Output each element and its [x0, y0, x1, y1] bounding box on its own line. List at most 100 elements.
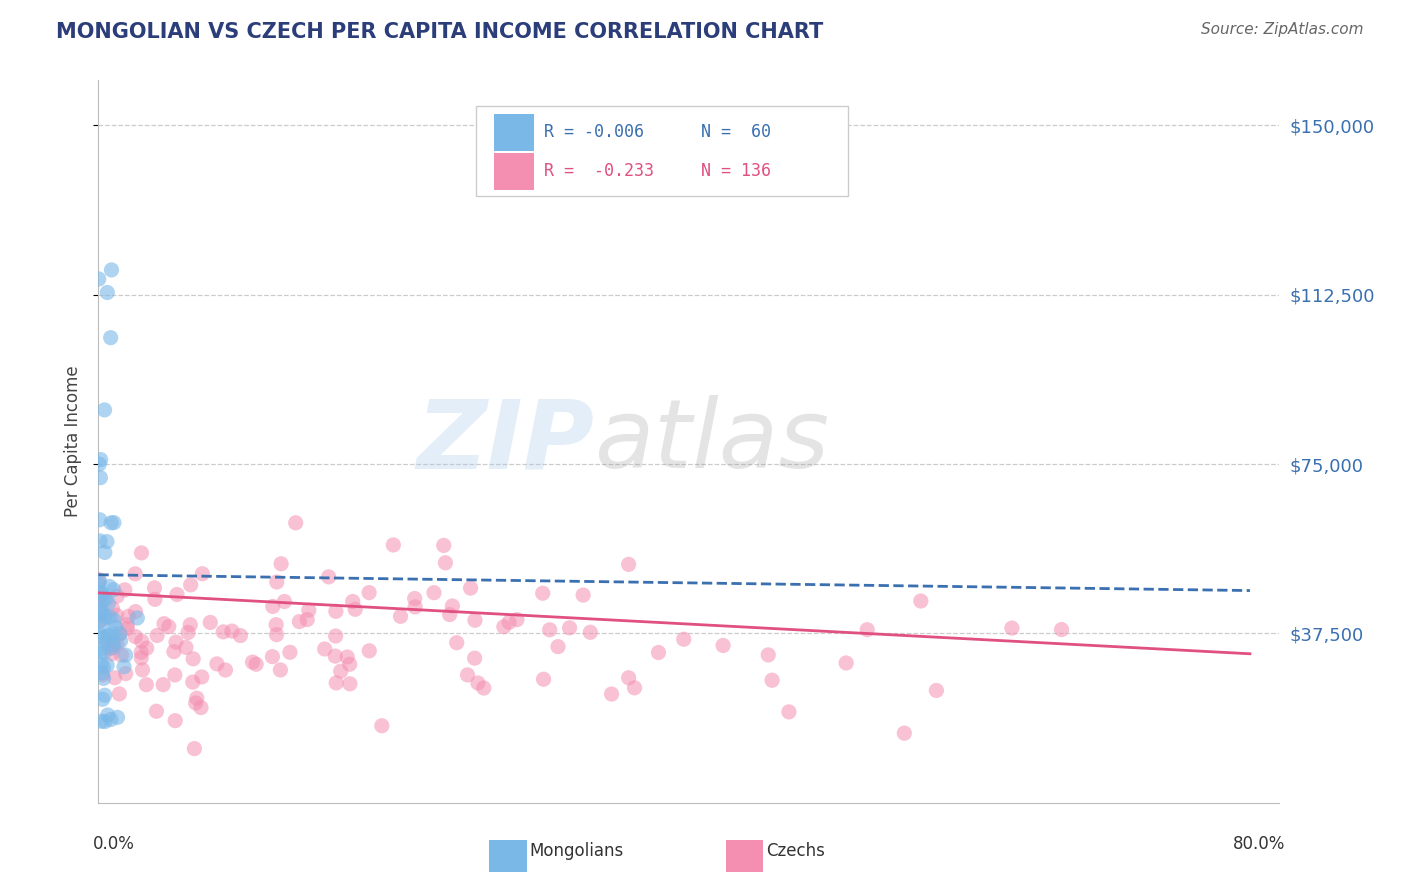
Point — [538, 623, 561, 637]
Point — [94, 714, 117, 729]
Point — [623, 681, 645, 695]
Point — [89, 574, 111, 589]
Point — [242, 655, 264, 669]
Point — [382, 538, 405, 552]
Point — [270, 557, 292, 571]
Point — [91, 631, 114, 645]
Point — [90, 619, 112, 633]
Text: N =  60: N = 60 — [700, 123, 770, 142]
Point — [278, 645, 301, 659]
Point — [547, 640, 569, 654]
Point — [103, 613, 125, 627]
Point — [531, 586, 554, 600]
Point — [262, 649, 284, 664]
Point — [323, 649, 346, 664]
Point — [464, 651, 486, 665]
Point — [89, 533, 111, 548]
Point — [104, 620, 127, 634]
Point — [190, 670, 212, 684]
Point — [1050, 623, 1073, 637]
Point — [835, 656, 858, 670]
Point — [94, 610, 117, 624]
Point — [98, 609, 121, 624]
Point — [98, 641, 121, 656]
Point — [90, 594, 112, 608]
Point — [93, 645, 115, 659]
Point — [446, 636, 468, 650]
Point — [163, 645, 186, 659]
Point — [103, 638, 125, 652]
Point — [105, 589, 128, 603]
Text: atlas: atlas — [595, 395, 830, 488]
Point — [672, 632, 695, 647]
Point — [314, 642, 336, 657]
Point — [87, 573, 110, 587]
Point — [115, 622, 138, 636]
Point — [389, 609, 412, 624]
Point — [96, 534, 118, 549]
Point — [129, 650, 152, 665]
Point — [441, 599, 464, 613]
Point — [104, 671, 127, 685]
Point — [533, 672, 555, 686]
Point — [131, 663, 153, 677]
Point — [893, 726, 915, 740]
Point — [180, 578, 202, 592]
Point — [100, 263, 122, 277]
Point — [89, 457, 111, 471]
Point — [101, 601, 124, 615]
Point — [165, 714, 187, 728]
Point — [96, 630, 118, 644]
Point — [183, 741, 205, 756]
Point — [205, 657, 228, 671]
Point — [89, 642, 111, 657]
Text: 0.0%: 0.0% — [93, 835, 135, 854]
Point — [925, 683, 948, 698]
Point — [143, 592, 166, 607]
Point — [110, 634, 132, 648]
Point — [89, 470, 111, 484]
Point — [186, 691, 208, 706]
Point — [91, 592, 114, 607]
Point — [157, 620, 180, 634]
Point — [94, 592, 117, 607]
Point — [266, 574, 288, 589]
Point — [181, 675, 204, 690]
Point — [264, 617, 287, 632]
Point — [105, 608, 128, 623]
Text: R =  -0.233: R = -0.233 — [544, 162, 654, 180]
Point — [778, 705, 800, 719]
Point — [117, 617, 139, 632]
Point — [1001, 621, 1024, 635]
Point — [439, 607, 461, 622]
Point — [93, 403, 115, 417]
Point — [89, 646, 111, 660]
Point — [163, 668, 186, 682]
Text: MONGOLIAN VS CZECH PER CAPITA INCOME CORRELATION CHART: MONGOLIAN VS CZECH PER CAPITA INCOME COR… — [56, 22, 824, 42]
Point — [284, 516, 307, 530]
Point — [91, 668, 114, 682]
Point — [100, 331, 122, 345]
Text: 80.0%: 80.0% — [1233, 835, 1285, 854]
Point — [129, 645, 152, 659]
Text: Mongolians: Mongolians — [530, 842, 624, 860]
Point — [96, 658, 118, 673]
Point — [97, 708, 120, 723]
Point — [339, 657, 361, 672]
Point — [269, 663, 291, 677]
Point — [184, 696, 207, 710]
Point — [87, 272, 110, 286]
Point — [152, 678, 174, 692]
FancyBboxPatch shape — [725, 840, 763, 872]
Point — [179, 617, 201, 632]
Point — [89, 603, 111, 617]
Point — [756, 648, 779, 662]
Point — [472, 681, 495, 695]
Point — [91, 692, 114, 706]
Point — [107, 710, 129, 724]
Point — [434, 556, 457, 570]
Point — [266, 627, 288, 641]
Point — [761, 673, 783, 688]
Point — [93, 660, 115, 674]
Point — [298, 603, 321, 617]
